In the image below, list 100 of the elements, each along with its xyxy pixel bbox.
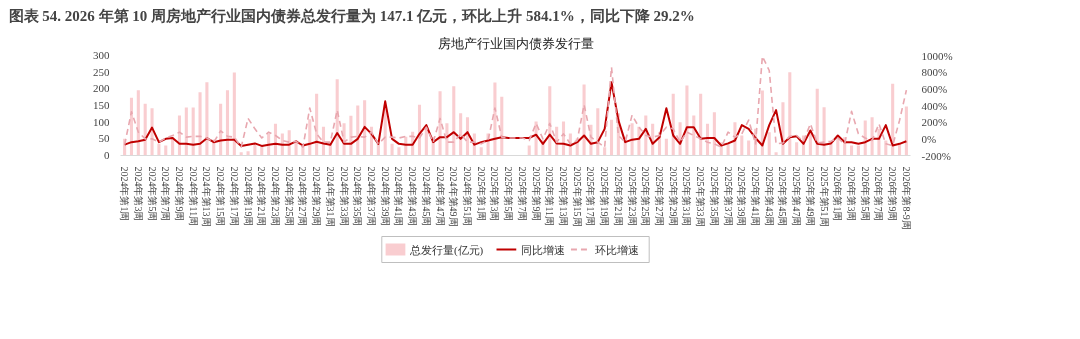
- x-tick-label: 2024年第29周: [311, 166, 323, 227]
- bar: [198, 92, 202, 156]
- legend-label: 总发行量(亿元): [408, 243, 484, 257]
- x-tick-label: 2024年第33周: [338, 166, 350, 227]
- bar: [904, 106, 908, 156]
- x-tick-label: 2025年第7周: [516, 166, 528, 222]
- chart-subtitle: 房地产行业国内债券发行量: [437, 35, 594, 51]
- y2-tick-label: 400%: [921, 99, 948, 112]
- x-tick-label: 2024年第49周: [448, 166, 460, 227]
- y-tick-label: 200: [93, 82, 110, 95]
- x-tick-label: 2024年第11周: [187, 166, 199, 227]
- bar: [815, 88, 819, 156]
- x-tick-label: 2024年第3周: [132, 166, 144, 222]
- x-tick-label: 2025年第31周: [681, 166, 693, 227]
- x-tick-label: 2024年第41周: [393, 166, 405, 227]
- bar: [205, 82, 209, 156]
- bar: [747, 140, 751, 156]
- x-tick-label: 2025年第19周: [599, 166, 611, 227]
- x-tick-label: 2025年第17周: [585, 166, 597, 227]
- x-tick-label: 2024年第45周: [420, 166, 432, 227]
- bar: [664, 138, 668, 156]
- x-tick-label: 2026年第5周: [859, 166, 871, 222]
- y-tick-label: 0: [104, 149, 110, 161]
- y2-tick-label: 200%: [921, 116, 948, 129]
- x-tick-label: 2025年第41周: [750, 166, 762, 227]
- bar: [390, 143, 394, 156]
- x-tick-label: 2025年第13周: [558, 166, 569, 227]
- legend-label: 同比增速: [520, 243, 565, 256]
- x-tick-label: 2025年第23周: [626, 166, 638, 227]
- x-tick-label: 2026年第1周: [832, 166, 844, 222]
- x-tick-label: 2024年第39周: [379, 166, 391, 227]
- y2-tick-label: 800%: [921, 66, 948, 79]
- bar: [740, 135, 744, 156]
- line-series: [123, 81, 908, 147]
- bar: [596, 108, 600, 156]
- x-tick-label: 2025年第3周: [489, 166, 501, 222]
- x-tick-label: 2024年第51周: [462, 166, 473, 227]
- y-tick-label: 300: [93, 49, 110, 61]
- x-tick-label: 2025年第29周: [667, 166, 679, 227]
- y-tick-label: 150: [93, 99, 110, 111]
- x-tick-label: 2026年第9周: [887, 166, 899, 222]
- x-tick-label: 2024年第31周: [324, 166, 336, 227]
- legend-label: 环比增速: [595, 243, 640, 256]
- bar: [157, 143, 161, 156]
- bar: [767, 132, 771, 156]
- x-tick-label: 2025年第47周: [791, 166, 803, 227]
- bar: [795, 142, 799, 156]
- x-tick-label: 2026年第3周: [846, 166, 858, 222]
- x-tick-label: 2024年第35周: [352, 166, 364, 227]
- bar: [479, 147, 483, 156]
- x-tick-label: 2024年第13周: [201, 166, 213, 227]
- line-series: [123, 55, 908, 148]
- x-tick-label: 2025年第37周: [722, 166, 734, 227]
- x-tick-label: 2024年第1周: [119, 166, 131, 222]
- x-tick-label: 2025年第51周: [818, 166, 830, 227]
- y2-tick-label: 0%: [921, 132, 937, 145]
- x-tick-label: 2024年第17周: [228, 166, 240, 227]
- x-tick-label: 2024年第19周: [242, 166, 254, 227]
- bar: [788, 72, 792, 156]
- bar: [822, 107, 826, 156]
- x-tick-label: 2024年第27周: [297, 166, 309, 227]
- x-tick-label: 2025年第27周: [654, 166, 666, 227]
- x-tick-label: 2025年第15周: [571, 166, 583, 227]
- y2-tick-label: 600%: [921, 82, 948, 95]
- bar: [685, 85, 689, 156]
- bar: [609, 119, 614, 156]
- x-tick-label: 2024年第15周: [215, 166, 227, 227]
- x-tick-label: 2025年第9周: [530, 166, 542, 222]
- x-tick-label: 2024年第9周: [173, 166, 185, 222]
- y2-tick-label: -200%: [921, 149, 951, 162]
- x-tick-label: 2024年第25周: [283, 166, 295, 227]
- x-tick-label: 2025年第45周: [777, 166, 789, 227]
- x-tick-label: 2025年第35周: [708, 166, 720, 227]
- y-tick-label: 100: [93, 115, 110, 128]
- bar: [500, 96, 504, 156]
- x-tick-label: 2024年第21周: [256, 166, 268, 227]
- bar: [136, 90, 140, 156]
- y-tick-label: 50: [98, 132, 110, 145]
- x-tick-label: 2025年第49周: [804, 166, 816, 227]
- chart-title: 图表 54. 2026 年第 10 周房地产行业国内债券总发行量为 147.1 亿元，环比上升 584.1%，同比下降 29.2%: [8, 6, 695, 24]
- bar: [225, 90, 230, 156]
- x-tick-label: 2024年第23周: [269, 166, 281, 227]
- x-tick-label: 2025年第39周: [736, 166, 748, 227]
- bar: [699, 93, 703, 156]
- bar: [774, 152, 778, 156]
- bar: [239, 152, 243, 156]
- x-tick-label: 2025年第1周: [475, 166, 487, 222]
- x-tick-label: 2025年第25周: [640, 166, 652, 227]
- bar: [191, 107, 195, 156]
- x-tick-label: 2025年第5周: [503, 166, 515, 222]
- bar: [232, 72, 236, 156]
- bar: [603, 147, 607, 156]
- x-tick-label: 2025年第11周: [544, 166, 556, 227]
- x-tick-label: 2025年第43周: [763, 166, 775, 227]
- x-tick-label: 2024年第7周: [160, 166, 172, 222]
- y2-tick-label: 1000%: [921, 49, 953, 62]
- y-tick-label: 250: [93, 65, 110, 78]
- x-tick-label: 2024年第37周: [365, 166, 377, 227]
- x-tick-label: 2025年第21周: [612, 166, 624, 227]
- x-tick-label: 2026年第7周: [873, 166, 885, 222]
